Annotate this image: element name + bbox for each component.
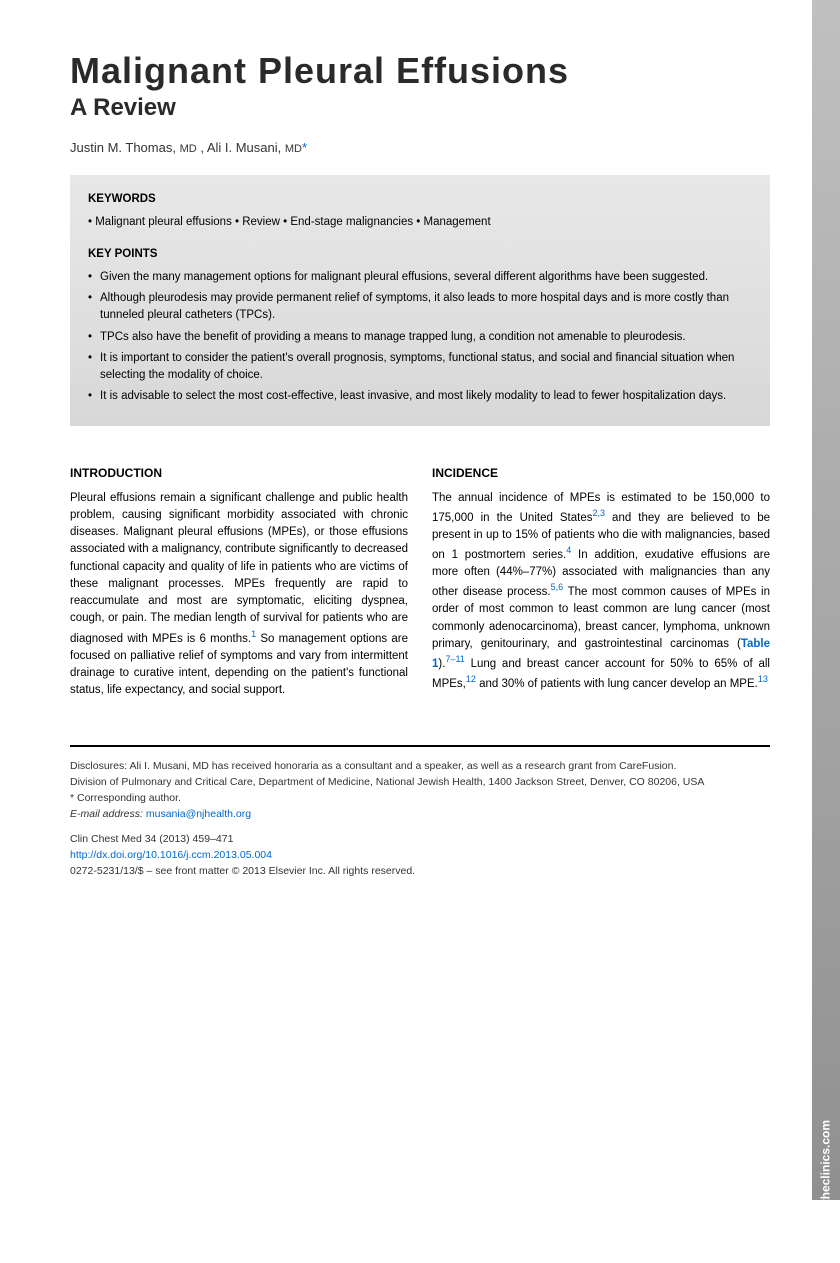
sidebar-url: chestmed.theclinics.com	[819, 1120, 833, 1263]
article-subtitle: A Review	[70, 94, 770, 122]
keypoints-list: Given the many management options for ma…	[88, 269, 752, 406]
keypoint-item: Given the many management options for ma…	[88, 269, 752, 286]
reference-link[interactable]: 2,3	[593, 508, 606, 518]
footer-block: Disclosures: Ali I. Musani, MD has recei…	[70, 759, 770, 879]
article-title: Malignant Pleural Effusions	[70, 50, 770, 92]
author-name: Justin M. Thomas,	[70, 140, 176, 155]
body-columns: INTRODUCTION Pleural effusions remain a …	[70, 464, 770, 700]
author-degree: MD	[285, 143, 302, 155]
intro-paragraph: Pleural effusions remain a significant c…	[70, 490, 408, 700]
keypoint-item: Although pleurodesis may provide permane…	[88, 290, 752, 325]
incidence-paragraph: The annual incidence of MPEs is estimate…	[432, 490, 770, 694]
reference-link[interactable]: 12	[466, 674, 476, 684]
email-label: E-mail address:	[70, 808, 143, 820]
reference-link[interactable]: 7–11	[445, 654, 464, 664]
body-text: Pleural effusions remain a significant c…	[70, 492, 408, 645]
copyright-text: 0272-5231/13/$ – see front matter © 2013…	[70, 864, 770, 880]
reference-link[interactable]: 5,6	[551, 582, 564, 592]
disclosure-text: Disclosures: Ali I. Musani, MD has recei…	[70, 759, 770, 775]
body-text: and 30% of patients with lung cancer dev…	[476, 678, 758, 690]
keypoint-item: It is important to consider the patient'…	[88, 350, 752, 385]
section-heading-introduction: INTRODUCTION	[70, 464, 408, 482]
column-right: INCIDENCE The annual incidence of MPEs i…	[432, 464, 770, 700]
citation-text: Clin Chest Med 34 (2013) 459–471	[70, 832, 770, 848]
column-left: INTRODUCTION Pleural effusions remain a …	[70, 464, 408, 700]
sidebar-tab: chestmed.theclinics.com	[812, 0, 840, 1200]
section-heading-incidence: INCIDENCE	[432, 464, 770, 482]
keypoint-item: TPCs also have the benefit of providing …	[88, 329, 752, 346]
corresponding-star: *	[302, 140, 307, 155]
keywords-text: • Malignant pleural effusions • Review •…	[88, 214, 752, 231]
affiliation-text: Division of Pulmonary and Critical Care,…	[70, 775, 770, 791]
footer-rule	[70, 745, 770, 747]
doi-link[interactable]: http://dx.doi.org/10.1016/j.ccm.2013.05.…	[70, 848, 770, 864]
reference-link[interactable]: 13	[758, 674, 768, 684]
keypoint-item: It is advisable to select the most cost-…	[88, 388, 752, 405]
authors-line: Justin M. Thomas, MD , Ali I. Musani, MD…	[70, 140, 770, 155]
keypoints-label: KEY POINTS	[88, 246, 752, 263]
keywords-label: KEYWORDS	[88, 191, 752, 208]
highlights-box: KEYWORDS • Malignant pleural effusions •…	[70, 175, 770, 426]
corresponding-note: * Corresponding author.	[70, 791, 770, 807]
email-link[interactable]: musania@njhealth.org	[146, 808, 251, 820]
author-name: , Ali I. Musani,	[200, 140, 281, 155]
author-degree: MD	[180, 143, 197, 155]
